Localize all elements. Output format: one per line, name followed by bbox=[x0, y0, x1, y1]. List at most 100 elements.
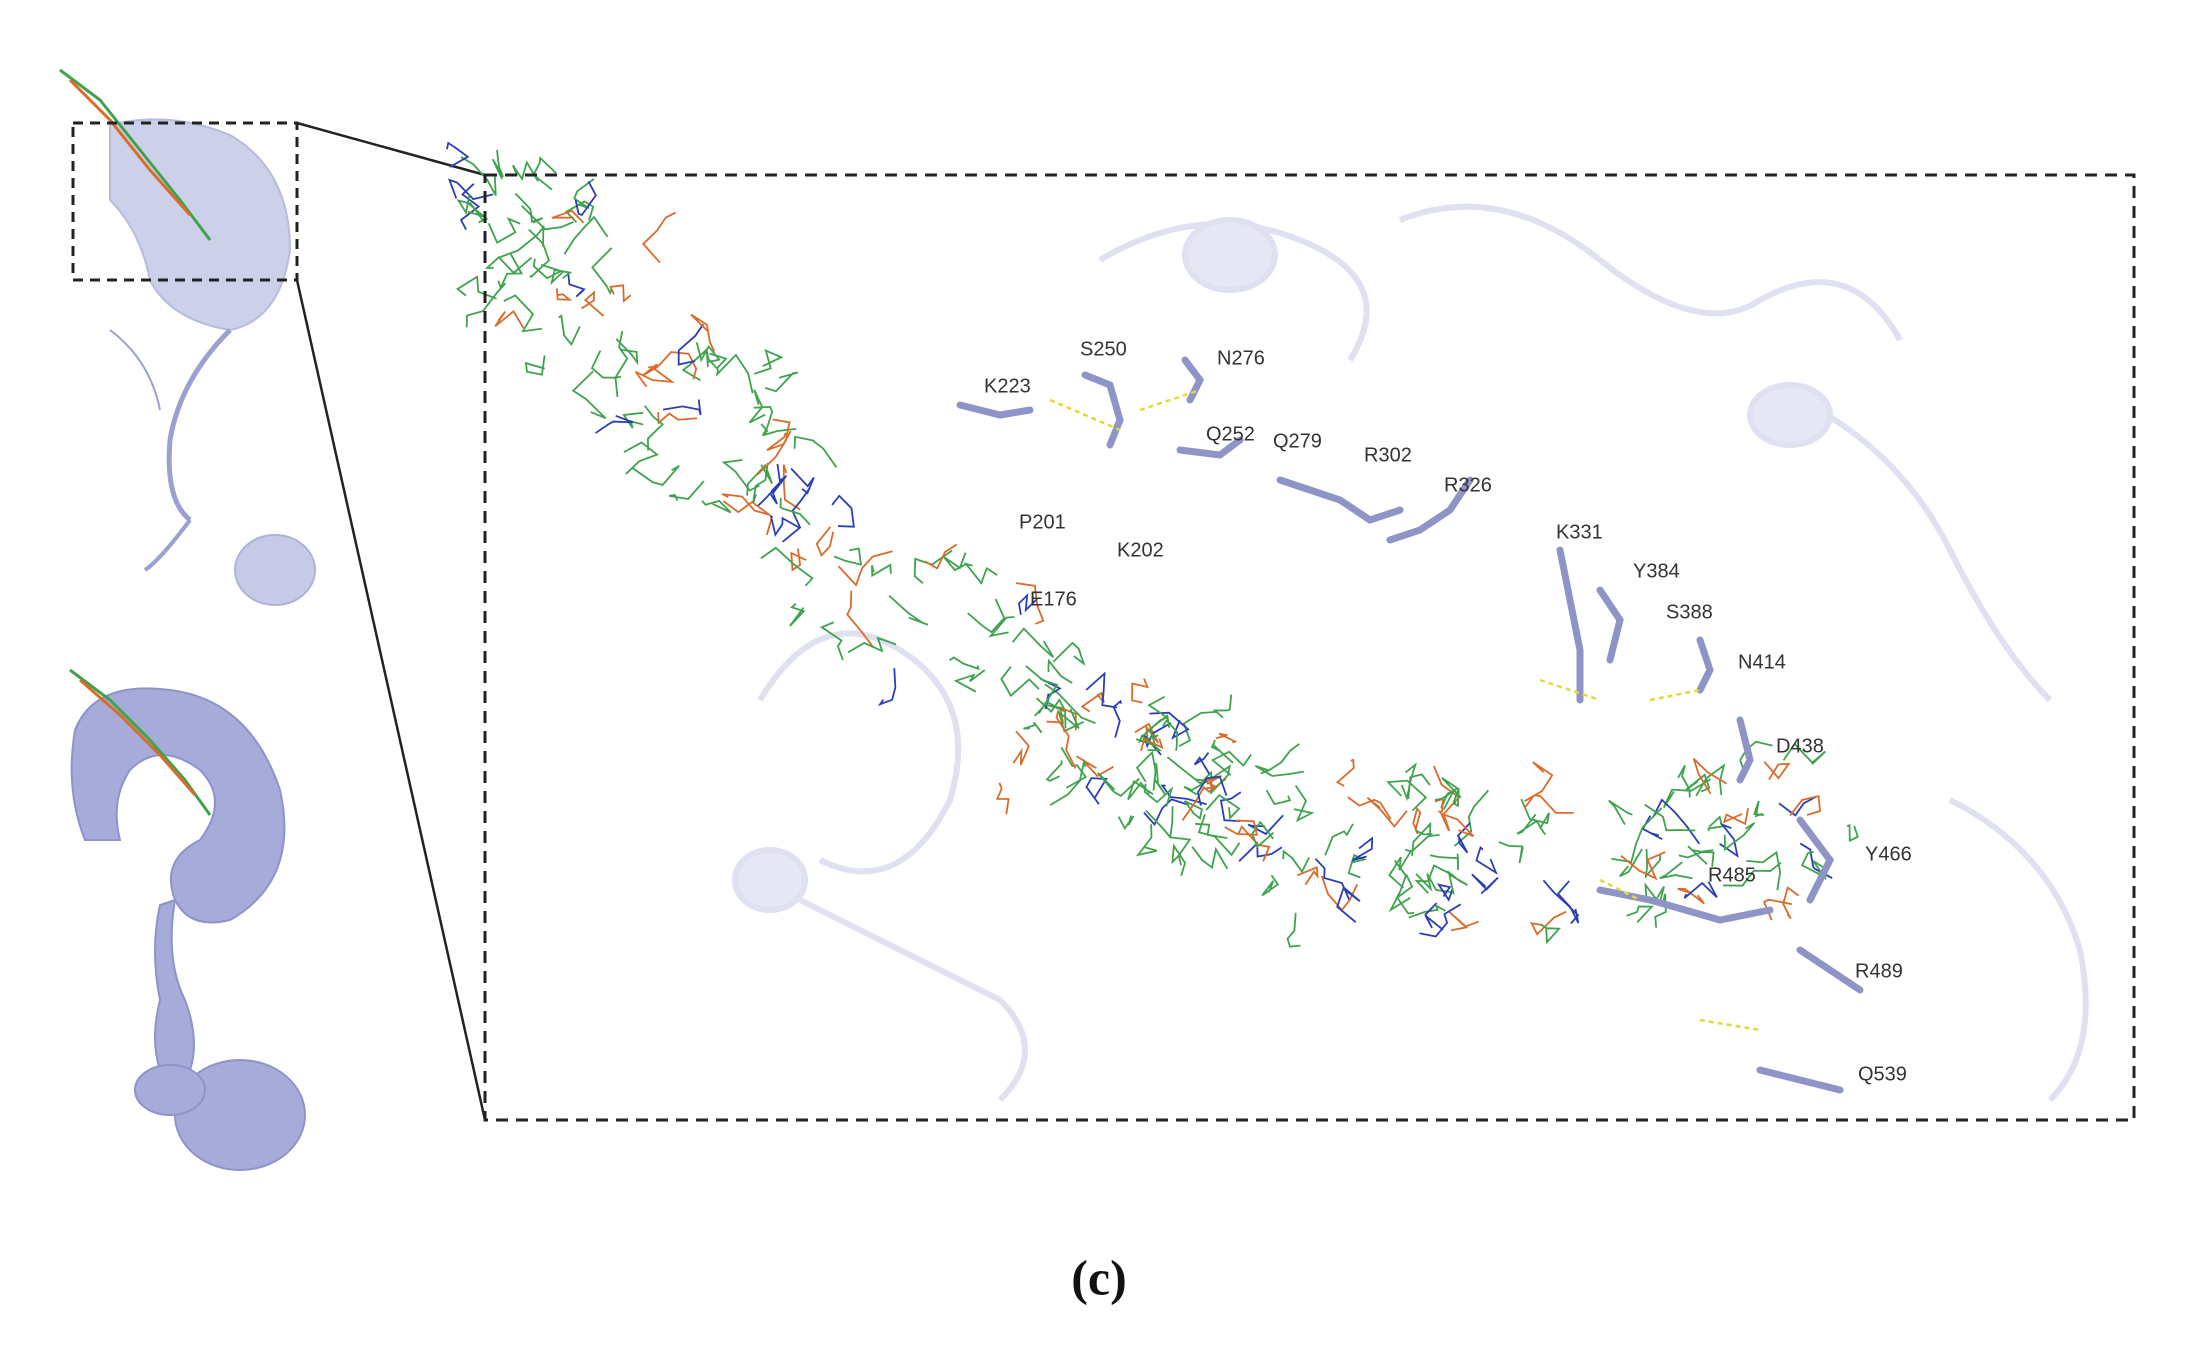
dna-stick bbox=[764, 371, 799, 393]
dna-stick bbox=[1017, 593, 1038, 615]
dna-stick bbox=[789, 603, 806, 627]
residue-label: K331 bbox=[1556, 521, 1603, 543]
dna-stick bbox=[1044, 683, 1096, 725]
residue-label: P201 bbox=[1019, 511, 1066, 533]
dna-stick bbox=[524, 355, 546, 376]
dna-stick bbox=[1045, 760, 1063, 782]
dna-stick bbox=[641, 363, 659, 377]
dna-stick bbox=[1023, 721, 1043, 734]
dna-stick bbox=[722, 500, 774, 536]
dna-stick bbox=[1722, 808, 1749, 826]
dna-stick bbox=[1411, 821, 1440, 856]
dna-stick bbox=[846, 590, 875, 649]
residue-label: S250 bbox=[1080, 338, 1127, 360]
dna-stick bbox=[1436, 883, 1454, 902]
dna-stick bbox=[1335, 758, 1355, 787]
dna-stick bbox=[1407, 773, 1431, 799]
residue-label: K223 bbox=[984, 375, 1031, 397]
surface-overview bbox=[70, 687, 306, 1171]
dna-stick bbox=[1683, 881, 1718, 899]
dna-stick bbox=[1011, 627, 1055, 658]
dna-stick bbox=[819, 621, 844, 661]
dna-stick bbox=[1149, 711, 1190, 740]
dna-stick bbox=[1047, 658, 1073, 684]
dna-stick bbox=[1746, 850, 1782, 891]
dna-stick bbox=[779, 498, 811, 526]
dna-stick bbox=[1191, 846, 1229, 870]
dna-stick bbox=[581, 290, 605, 317]
dna-stick bbox=[721, 493, 769, 516]
dna-stick bbox=[459, 183, 481, 230]
dna-stick bbox=[754, 349, 784, 375]
dna-stick bbox=[1641, 815, 1663, 841]
dna-stick bbox=[988, 616, 1015, 638]
dna-stick bbox=[1695, 763, 1726, 797]
dna-stick bbox=[1540, 923, 1562, 945]
residue-labels: S250 N276 K223 Q252 Q279 R302 R326 P201 K202 E176… bbox=[984, 338, 1912, 1085]
dna-stick bbox=[532, 156, 557, 191]
residue-label: Q279 bbox=[1273, 430, 1322, 452]
dna-stick bbox=[491, 150, 504, 180]
dna-stick bbox=[657, 351, 698, 380]
residue-label: R302 bbox=[1364, 444, 1412, 466]
dna-stick bbox=[447, 178, 494, 201]
dna-stick bbox=[1135, 750, 1157, 791]
dna-stick bbox=[1707, 815, 1724, 831]
dna-stick bbox=[1219, 791, 1242, 823]
dna-stick bbox=[888, 594, 929, 626]
dna-stick bbox=[1212, 694, 1233, 719]
dna-stick bbox=[837, 550, 893, 587]
dna-stick bbox=[1529, 910, 1567, 936]
dna-stick bbox=[1611, 807, 1663, 863]
dna-stick bbox=[1408, 904, 1446, 919]
dna-stick bbox=[613, 330, 629, 380]
dna-stick bbox=[528, 228, 550, 278]
dna-stick bbox=[1618, 848, 1643, 878]
residue-label: E176 bbox=[1030, 588, 1077, 610]
hydrogen-bonds bbox=[1049, 388, 1761, 1032]
dna-stick bbox=[1265, 789, 1292, 805]
residue-label: Y384 bbox=[1633, 560, 1680, 582]
residue-label: Y466 bbox=[1865, 843, 1912, 865]
dna-stick bbox=[1140, 737, 1164, 752]
detail-view bbox=[446, 141, 2136, 1122]
dna-stick bbox=[831, 494, 855, 528]
dna-stick bbox=[1439, 812, 1475, 838]
dna-stick bbox=[1297, 866, 1319, 886]
dna-stick bbox=[657, 412, 698, 425]
dna-stick bbox=[499, 224, 545, 259]
dna-stick bbox=[1415, 873, 1452, 893]
dna-stick bbox=[833, 547, 863, 566]
dna-stick bbox=[1293, 785, 1315, 823]
dna-stick bbox=[1429, 853, 1459, 870]
dna-stick bbox=[1282, 849, 1310, 874]
dna-stick bbox=[1135, 824, 1158, 857]
dna-stick bbox=[1140, 695, 1170, 739]
dna-stick bbox=[1412, 806, 1422, 835]
dna-stick bbox=[1782, 886, 1800, 920]
dna-stick bbox=[1000, 666, 1040, 698]
residue-label: D438 bbox=[1776, 735, 1824, 757]
dna-stick bbox=[446, 141, 470, 168]
dna-stick bbox=[1685, 773, 1711, 793]
dna-stick bbox=[769, 475, 788, 505]
dna-stick bbox=[1015, 582, 1045, 625]
dna-stick bbox=[1162, 719, 1179, 751]
dna-stick bbox=[514, 192, 544, 224]
ribbon-overview bbox=[109, 118, 316, 606]
dna-stick bbox=[1117, 815, 1135, 831]
dna-stick bbox=[1434, 777, 1462, 801]
dna-stick bbox=[1049, 758, 1087, 806]
dna-stick bbox=[1324, 823, 1354, 856]
dna-stick bbox=[1388, 859, 1411, 913]
zoom-connector bbox=[296, 121, 486, 177]
dna-stick bbox=[644, 405, 664, 451]
dna-stick bbox=[456, 193, 485, 222]
dna-stick bbox=[1448, 910, 1479, 932]
dna-stick bbox=[1085, 777, 1108, 805]
residue-label: R489 bbox=[1855, 960, 1903, 982]
dna-stick bbox=[494, 309, 525, 329]
dna-stick bbox=[1677, 764, 1691, 798]
dna-stick bbox=[484, 255, 533, 275]
dna-stick bbox=[1677, 887, 1705, 905]
